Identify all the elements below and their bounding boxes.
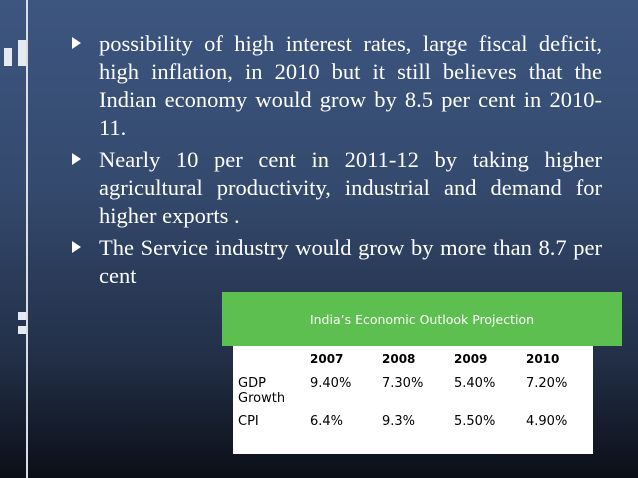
table-title-banner: India’s Economic Outlook Projection xyxy=(222,292,622,346)
table-cell: 9.3% xyxy=(382,414,416,429)
sidebar-square xyxy=(4,48,12,66)
row-label: CPI xyxy=(238,414,259,429)
table-cell: 6.4% xyxy=(310,414,344,429)
bullet-text: Nearly 10 per cent in 2011-12 by taking … xyxy=(99,147,602,228)
bullet-text: The Service industry would grow by more … xyxy=(99,235,602,288)
bullet-item: The Service industry would grow by more … xyxy=(72,234,602,290)
bullet-arrow-icon xyxy=(72,241,81,253)
bullet-text: possibility of high interest rates, larg… xyxy=(99,31,602,140)
bullet-arrow-icon xyxy=(72,153,81,165)
table-title: India’s Economic Outlook Projection xyxy=(309,312,535,327)
table-cell: 5.40% xyxy=(454,376,496,391)
table-cell: 5.50% xyxy=(454,414,496,429)
table-cell: 7.20% xyxy=(526,376,568,391)
sidebar-square xyxy=(18,40,26,66)
table-row: GDP Growth 9.40% 7.30% 5.40% 7.20% xyxy=(233,372,593,410)
row-label: GDP Growth xyxy=(238,376,286,406)
data-table: 2007 2008 2009 2010 GDP Growth 9.40% 7.3… xyxy=(233,346,593,433)
economic-outlook-table: 2007 2008 2009 2010 GDP Growth 9.40% 7.3… xyxy=(233,346,593,454)
header-cell: 2009 xyxy=(454,352,488,366)
bullet-list: possibility of high interest rates, larg… xyxy=(72,30,602,294)
table-cell: 4.90% xyxy=(526,414,568,429)
header-cell xyxy=(233,346,305,372)
bullet-arrow-icon xyxy=(72,37,81,49)
sidebar-square xyxy=(18,312,26,320)
decorative-sidebar xyxy=(0,0,30,478)
table-row: CPI 6.4% 9.3% 5.50% 4.90% xyxy=(233,410,593,433)
table-header-row: 2007 2008 2009 2010 xyxy=(233,346,593,372)
header-cell: 2007 xyxy=(310,352,344,366)
sidebar-square xyxy=(18,326,26,334)
bullet-item: Nearly 10 per cent in 2011-12 by taking … xyxy=(72,146,602,230)
table-cell: 7.30% xyxy=(382,376,424,391)
sidebar-line xyxy=(26,0,28,478)
header-cell: 2008 xyxy=(382,352,416,366)
table-cell: 9.40% xyxy=(310,376,352,391)
header-cell: 2010 xyxy=(526,352,560,366)
bullet-item: possibility of high interest rates, larg… xyxy=(72,30,602,142)
